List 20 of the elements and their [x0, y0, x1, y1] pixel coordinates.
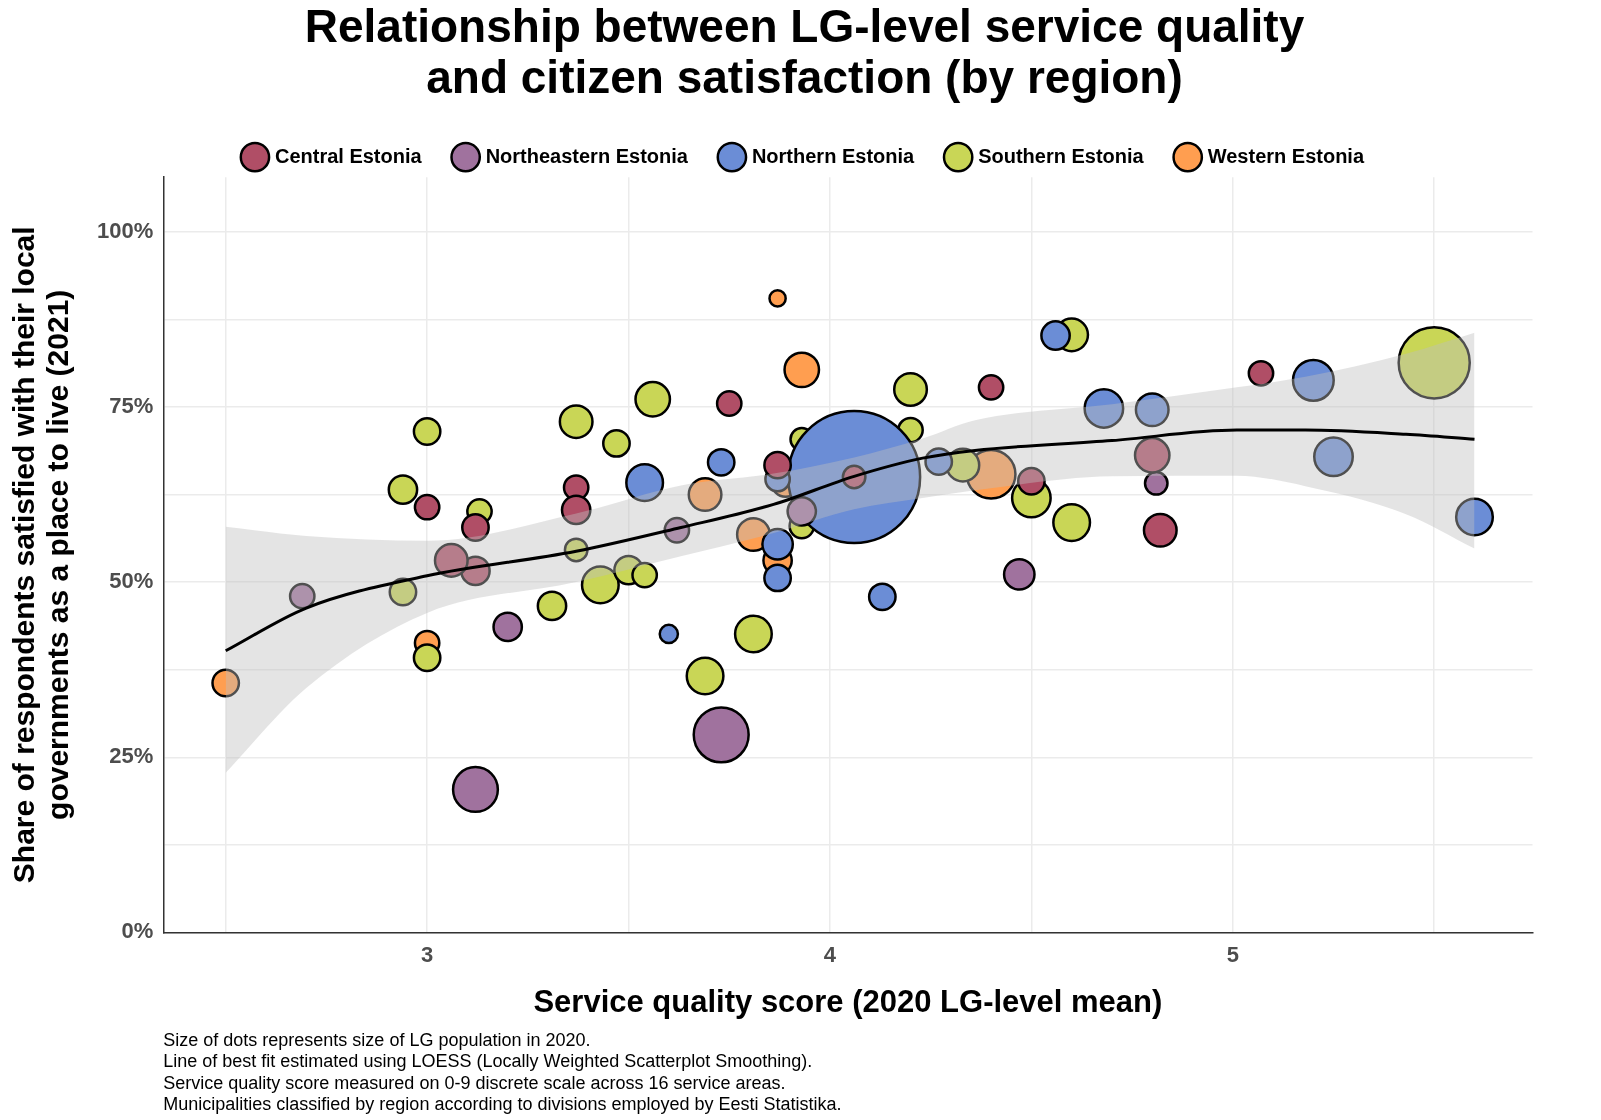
- y-axis-title: Share of respondents satisfied with their local governments as a place to live (2021): [6, 226, 75, 884]
- text: Size of dots represents size of LG population in 2020.: [163, 1029, 591, 1050]
- x-tick-label: 3: [421, 941, 434, 967]
- y-tick-label: 50%: [109, 568, 154, 594]
- chart-title: Relationship between LG-level service quality and citizen satisfaction (by region): [304, 0, 1305, 103]
- x-tick-label: 5: [1226, 941, 1239, 967]
- legend-label: Northeastern Estonia: [485, 144, 689, 167]
- text: Line of best fit estimated using LOESS (Locally Weighted Scatterplot Smoothing).: [163, 1051, 813, 1071]
- y-tick-label: 75%: [109, 393, 154, 419]
- y-tick-label: 0%: [121, 918, 154, 944]
- legend-label: Northern Estonia: [751, 144, 916, 167]
- y-tick-label: 25%: [109, 743, 154, 769]
- y-tick-label: 100%: [96, 217, 154, 243]
- legend-label: Central Estonia: [274, 144, 423, 167]
- text: Municipalities classified by region according to divisions employed by Eesti Statistika.: [163, 1094, 842, 1114]
- text: Service quality score measured on 0-9 discrete scale across 16 service areas.: [163, 1072, 786, 1093]
- legend-label: Southern Estonia: [978, 144, 1145, 167]
- legend-label: Western Estonia: [1207, 144, 1365, 167]
- x-tick-label: 4: [823, 941, 837, 967]
- x-axis-title: Service quality score (2020 LG-level mean): [533, 983, 1163, 1019]
